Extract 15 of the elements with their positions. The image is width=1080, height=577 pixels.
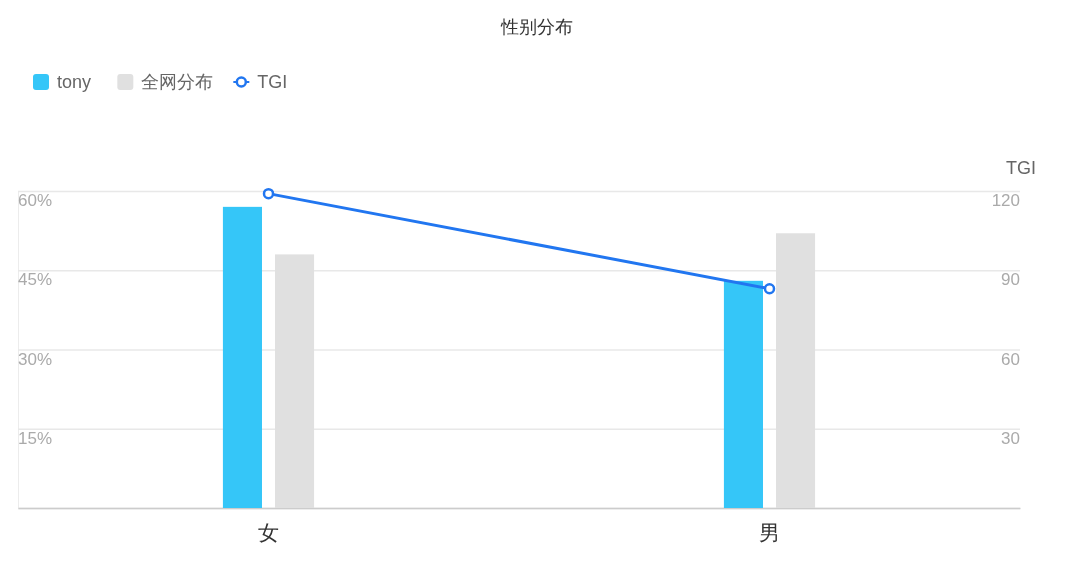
y-tick-label: 30%: [18, 349, 53, 369]
legend-label: tony: [57, 72, 92, 92]
y-tick-label: 45%: [18, 270, 53, 290]
y2-tick-label: 30: [1001, 428, 1020, 448]
y2-tick-label: 90: [1001, 270, 1020, 290]
legend-label: TGI: [257, 72, 288, 92]
x-tick-label: 女: [258, 520, 279, 544]
y-tick-label: 60%: [18, 191, 53, 210]
x-tick-label: 男: [759, 520, 780, 544]
legend-label: 全网分布: [141, 72, 214, 92]
chart-title: 性别分布: [500, 17, 573, 37]
y2-axis-title: TGI: [1006, 158, 1036, 178]
y2-tick-label: 120: [991, 191, 1020, 210]
y2-tick-label: 60: [1001, 349, 1020, 369]
y-tick-label: 15%: [18, 428, 53, 448]
